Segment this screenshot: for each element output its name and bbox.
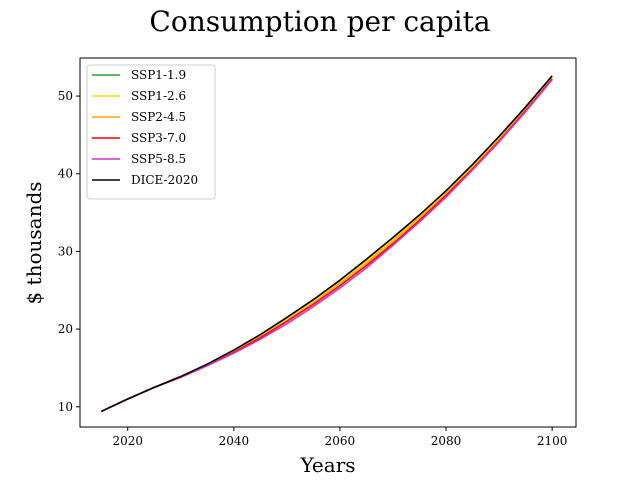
x-tick-label: 2080 bbox=[431, 434, 462, 448]
legend-label: SSP5-8.5 bbox=[131, 152, 186, 166]
plot-lines bbox=[100, 75, 553, 413]
legend-box bbox=[86, 64, 216, 200]
x-axis-ticks: 2020 2040 2060 2080 2100 bbox=[112, 427, 567, 448]
y-tick-label: 30 bbox=[58, 244, 73, 258]
legend-label: SSP3-7.0 bbox=[131, 131, 186, 145]
chart-title: Consumption per capita bbox=[149, 5, 490, 38]
y-tick-label: 20 bbox=[58, 322, 73, 336]
legend-label: SSP1-2.6 bbox=[131, 89, 186, 103]
y-tick-label: 10 bbox=[58, 400, 73, 414]
x-tick-label: 2100 bbox=[537, 434, 568, 448]
x-tick-label: 2040 bbox=[219, 434, 250, 448]
plot-frame bbox=[79, 57, 577, 428]
x-tick-label: 2020 bbox=[112, 434, 143, 448]
y-tick-label: 50 bbox=[58, 89, 73, 103]
y-axis-ticks: 10 20 30 40 50 bbox=[58, 89, 80, 414]
series-line-5 bbox=[100, 75, 553, 413]
legend-label: SSP2-4.5 bbox=[131, 110, 186, 124]
legend: SSP1-1.9 SSP1-2.6 SSP2-4.5 SSP3-7.0 SSP5-8.5… bbox=[86, 64, 216, 200]
x-axis-label: Years bbox=[299, 453, 355, 477]
legend-label: DICE-2020 bbox=[131, 173, 198, 187]
x-tick-label: 2060 bbox=[325, 434, 356, 448]
y-tick-label: 40 bbox=[58, 167, 73, 181]
y-axis-label: $ thousands bbox=[22, 181, 46, 304]
legend-label: SSP1-1.9 bbox=[131, 68, 186, 82]
